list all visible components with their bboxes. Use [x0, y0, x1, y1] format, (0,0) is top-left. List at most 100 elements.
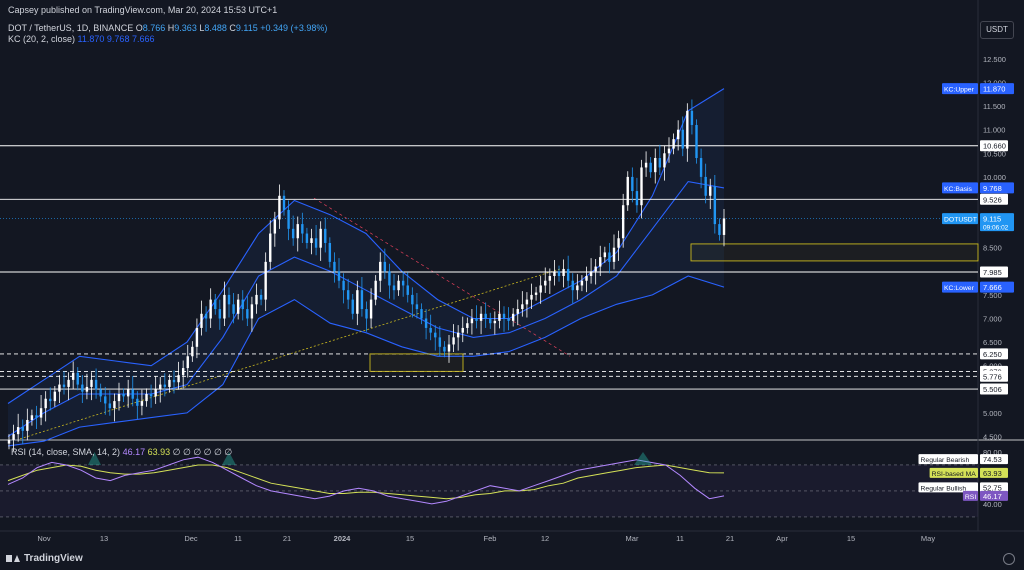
candle-body	[172, 379, 176, 383]
candle-body	[278, 195, 281, 220]
candle-body	[12, 434, 15, 440]
candle-body	[415, 304, 419, 310]
candle-body	[49, 398, 52, 402]
candle-body	[333, 261, 336, 272]
level-tag-bg	[980, 193, 1008, 205]
price-tag-label-bg	[942, 83, 978, 95]
time-axis-tick: Dec	[184, 534, 198, 543]
candle-body	[608, 252, 611, 262]
candle-body	[548, 276, 552, 281]
candle-body	[296, 224, 299, 239]
candle-body	[612, 247, 616, 262]
price-tag-value: 9.115	[983, 215, 1001, 224]
candle-body	[534, 292, 538, 295]
candle-body	[71, 372, 75, 380]
candle-body	[67, 379, 70, 387]
kc-channel-fill	[8, 88, 724, 446]
candle-body	[539, 285, 542, 293]
candle-body	[26, 419, 29, 431]
time-axis-tick: 2024	[334, 534, 352, 543]
candle-body	[113, 401, 116, 409]
kc-upper-value: 11.870	[77, 34, 105, 44]
candle-body	[718, 224, 721, 235]
change-value: +0.349 (+3.98%)	[260, 23, 328, 33]
candle-body	[530, 294, 533, 300]
price-tag-label: DOTUSDT	[944, 217, 977, 224]
tradingview-logo: TradingView	[6, 553, 83, 564]
candle-body	[392, 285, 396, 291]
price-axis-tick: 10.500	[983, 149, 1006, 158]
candle-body	[319, 228, 322, 248]
price-tag-label-bg	[942, 182, 978, 194]
candle-body	[438, 337, 442, 347]
price-tag-countdown: 09:06:02	[983, 225, 1009, 232]
candle-body	[181, 368, 185, 376]
candle-body	[644, 162, 648, 168]
candle-body	[562, 268, 565, 277]
candle-body	[149, 394, 153, 397]
kc-lower-value: 7.666	[131, 34, 155, 44]
candle-body	[108, 403, 112, 409]
candle-body	[223, 294, 226, 319]
candle-body	[369, 299, 373, 319]
settings-icon[interactable]	[1003, 553, 1015, 565]
candle-body	[374, 280, 377, 300]
level-tag-text: 6.250	[983, 350, 1002, 359]
rsi-line	[7, 456, 725, 505]
price-tag-label: KC:Basis	[944, 186, 973, 193]
candle-body	[498, 313, 501, 321]
high-label: H	[167, 23, 175, 33]
time-axis-tick: Nov	[37, 534, 51, 543]
low-value: 8.488	[204, 23, 227, 33]
price-tag-value-bg	[980, 281, 1014, 293]
candle-body	[62, 384, 66, 387]
candle-body	[511, 313, 515, 321]
candle-body	[310, 238, 313, 243]
high-value: 9.363	[174, 23, 197, 33]
candle-body	[672, 139, 675, 149]
candle-body	[126, 389, 130, 397]
candle-body	[626, 176, 629, 206]
candle-body	[585, 276, 588, 281]
level-tag-bg	[980, 370, 1008, 382]
candle-body	[516, 309, 519, 314]
candle-body	[640, 167, 643, 206]
tradingview-logo-icon	[6, 554, 20, 563]
level-tag-text: 5.506	[983, 385, 1002, 394]
time-axis-tick: 12	[541, 534, 549, 543]
symbol-line: DOT / TetherUS, 1D, BINANCE O8.766 H9.36…	[8, 23, 327, 33]
candle-body	[411, 294, 414, 305]
candle-body	[314, 238, 318, 248]
time-axis-tick: 21	[726, 534, 734, 543]
candle-body	[521, 304, 524, 310]
candle-body	[690, 110, 694, 125]
candle-body	[21, 427, 24, 431]
candle-body	[580, 280, 584, 286]
candle-body	[686, 110, 689, 149]
candle-body	[566, 268, 570, 281]
close-label: C	[229, 23, 236, 33]
candle-body	[406, 285, 409, 295]
candle-body	[328, 242, 332, 262]
candle-body	[324, 228, 327, 243]
level-tag-bg	[980, 383, 1008, 395]
symbol-pair: DOT / TetherUS, 1D, BINANCE	[8, 23, 134, 33]
price-tag-label-bg	[942, 281, 978, 293]
price-axis-tick: 6.500	[983, 338, 1002, 347]
candle-body	[452, 337, 455, 345]
candle-body	[85, 386, 89, 392]
rsi-overbought-fill	[88, 452, 101, 465]
candle-body	[401, 280, 405, 286]
candle-body	[186, 356, 189, 369]
candle-body	[704, 176, 707, 196]
currency-button[interactable]: USDT	[980, 21, 1014, 39]
candle-body	[553, 271, 556, 277]
candle-body	[456, 332, 460, 338]
price-axis-tick: 12.500	[983, 55, 1006, 64]
candle-body	[337, 271, 341, 281]
candle-body	[76, 372, 79, 385]
candle-body	[159, 384, 162, 390]
rsi-tag-label: Regular Bullish	[921, 485, 967, 492]
candle-body	[342, 280, 345, 291]
